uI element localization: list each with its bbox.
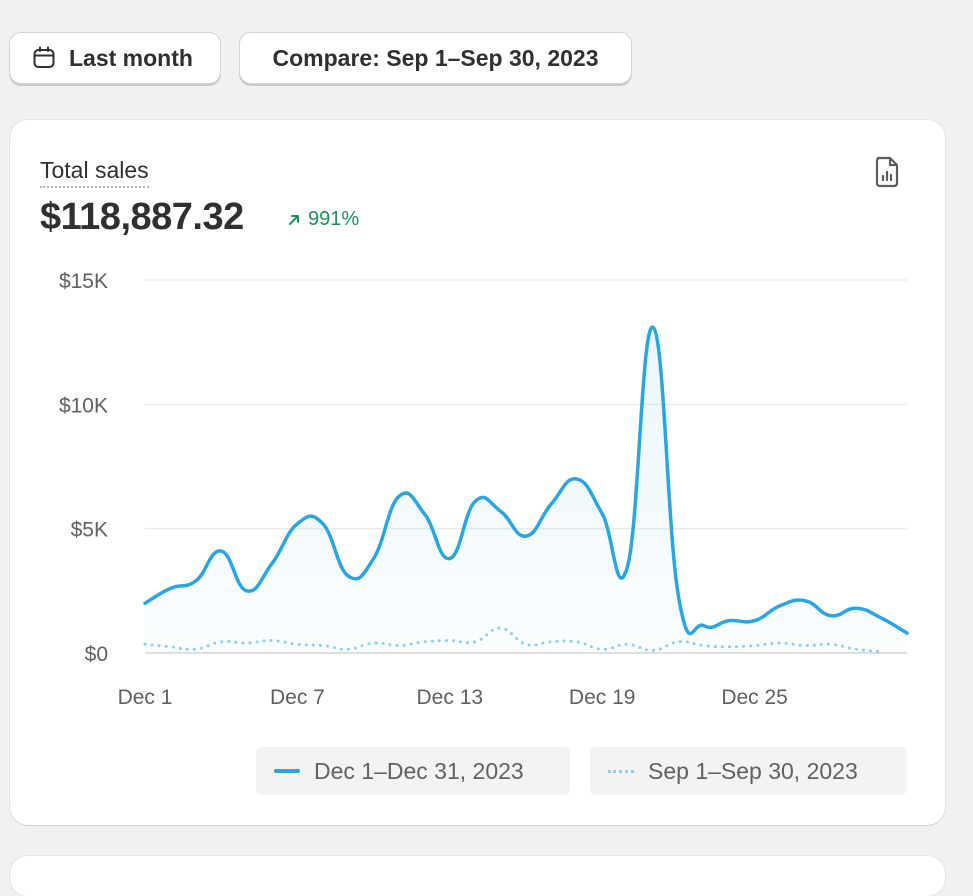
calendar-icon xyxy=(33,46,55,68)
arrow-up-right-icon xyxy=(289,214,299,225)
legend-compare-label: Sep 1–Sep 30, 2023 xyxy=(648,757,858,784)
legend-current-label: Dec 1–Dec 31, 2023 xyxy=(314,757,524,784)
total-sales-card: Total sales $118,887.32 991% $0 $5K $10K $1… xyxy=(10,120,945,825)
total-sales-value: $118,887.32 xyxy=(40,196,244,238)
x-tick-label: Dec 19 xyxy=(569,686,636,709)
next-card xyxy=(10,856,945,896)
compare-series-line xyxy=(143,626,884,654)
current-series-area xyxy=(145,327,907,653)
solid-line-swatch xyxy=(274,769,300,773)
delta-badge: 991% xyxy=(288,208,359,231)
delta-value: 991% xyxy=(308,208,360,230)
x-tick-label: Dec 7 xyxy=(270,686,325,709)
date-range-label: Last month xyxy=(69,44,193,71)
y-tick-label: $5K xyxy=(71,519,108,542)
y-tick-label: $0 xyxy=(85,643,108,666)
compare-button[interactable]: Compare: Sep 1–Sep 30, 2023 xyxy=(239,32,632,84)
x-tick-label: Dec 13 xyxy=(417,686,484,709)
x-tick-label: Dec 25 xyxy=(721,686,788,709)
current-series-line xyxy=(143,325,909,636)
metric-label[interactable]: Total sales xyxy=(40,157,149,188)
report-icon[interactable] xyxy=(873,156,901,188)
legend-compare-period[interactable]: Sep 1–Sep 30, 2023 xyxy=(590,747,907,795)
y-tick-label: $15K xyxy=(59,270,108,293)
sales-chart: $0 $5K $10K $15K Dec 1 Dec 7 Dec 13 Dec 19 Dec … xyxy=(59,270,909,709)
legend-current-period[interactable]: Dec 1–Dec 31, 2023 xyxy=(256,747,570,795)
x-tick-label: Dec 1 xyxy=(118,686,173,709)
y-tick-label: $10K xyxy=(59,394,108,417)
compare-label: Compare: Sep 1–Sep 30, 2023 xyxy=(272,44,599,71)
dotted-line-swatch xyxy=(608,769,634,773)
date-range-button[interactable]: Last month xyxy=(9,32,221,84)
